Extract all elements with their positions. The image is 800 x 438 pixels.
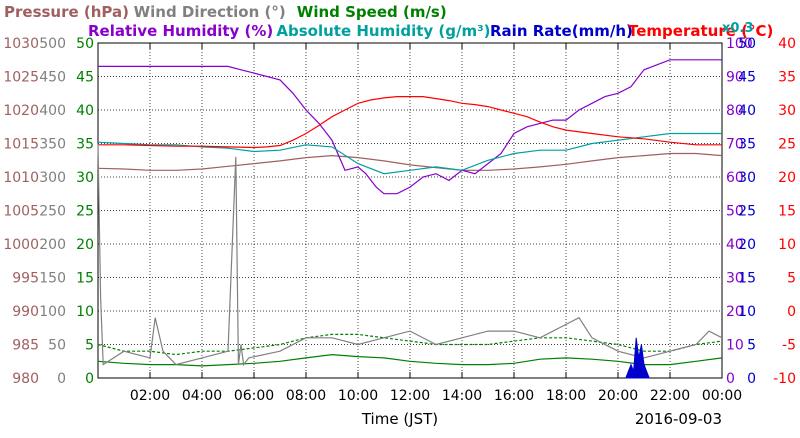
y-tick-label: 0 (747, 371, 756, 387)
y-tick-label: 30 (726, 271, 744, 287)
legend-entry: Relative Humidity (%) (88, 22, 273, 40)
y-tick-label: 25 (76, 204, 94, 220)
y-tick-label: 70 (726, 137, 744, 153)
x-axis-title: Time (JST) (361, 410, 438, 428)
legend-entry: Rain Rate(mm/h) (490, 22, 633, 40)
x-tick-label: 04:00 (182, 388, 222, 404)
y-tick-label: 40 (778, 36, 796, 52)
y-tick-label: 500 (39, 36, 66, 52)
y-tick-label: 30 (76, 170, 94, 186)
legend-entry: Temperature (°C) (628, 22, 773, 40)
legend-entry: Wind Direction (°) (134, 3, 286, 21)
y-tick-label: 1010 (3, 170, 39, 186)
y-tick-label: 250 (39, 204, 66, 220)
y-tick-label: 50 (738, 36, 756, 52)
y-tick-label: -5 (782, 338, 796, 354)
y-tick-label: 350 (39, 137, 66, 153)
legend-entry: Pressure (hPa) (4, 3, 129, 21)
y-tick-label: 45 (738, 70, 756, 86)
x-tick-label: 22:00 (650, 388, 690, 404)
y-tick-label: 200 (39, 237, 66, 253)
y-tick-label: -10 (773, 371, 796, 387)
y-tick-label: 15 (778, 204, 796, 220)
legend-entry: Wind Speed (m/s) (297, 3, 447, 21)
y-tick-label: 15 (76, 271, 94, 287)
y-tick-label: 50 (48, 338, 66, 354)
y-tick-label: 45 (76, 70, 94, 86)
y-tick-label: 10 (726, 338, 744, 354)
x-tick-label: 16:00 (494, 388, 534, 404)
y-tick-label: 0 (85, 371, 94, 387)
y-tick-label: 10 (76, 304, 94, 320)
y-tick-label: 20 (726, 304, 744, 320)
y-tick-label: 985 (12, 338, 39, 354)
x-tick-label: 14:00 (442, 388, 482, 404)
y-tick-label: 15 (738, 271, 756, 287)
series-line (97, 132, 722, 175)
x-tick-label: 08:00 (286, 388, 326, 404)
series-line (98, 59, 722, 195)
y-tick-label: 300 (39, 170, 66, 186)
y-tick-label: 1015 (3, 137, 39, 153)
y-tick-label: 990 (12, 304, 39, 320)
x-tick-label: 02:00 (130, 388, 170, 404)
y-tick-label: 10 (738, 304, 756, 320)
y-tick-label: 0 (726, 371, 735, 387)
x-tick-label: 00:00 (702, 388, 742, 404)
x-tick-label: 20:00 (598, 388, 638, 404)
y-tick-label: 450 (39, 70, 66, 86)
y-tick-label: 80 (726, 103, 744, 119)
y-tick-label: 90 (726, 70, 744, 86)
y-tick-label: 1025 (3, 70, 39, 86)
y-tick-label: 35 (778, 70, 796, 86)
y-tick-label: 400 (39, 103, 66, 119)
y-tick-label: 1020 (3, 103, 39, 119)
y-tick-label: 20 (76, 237, 94, 253)
rain-scale-note: x0.3 (722, 21, 753, 36)
x-tick-label: 06:00 (234, 388, 274, 404)
y-tick-label: 30 (738, 170, 756, 186)
y-tick-label: 35 (738, 137, 756, 153)
y-tick-label: 5 (747, 338, 756, 354)
y-tick-label: 40 (726, 237, 744, 253)
y-tick-label: 5 (85, 338, 94, 354)
y-tick-label: 50 (726, 204, 744, 220)
series-line (98, 96, 722, 149)
y-tick-label: 40 (76, 103, 94, 119)
y-tick-label: 100 (726, 36, 753, 52)
y-tick-label: 40 (738, 103, 756, 119)
x-tick-label: 10:00 (338, 388, 378, 404)
y-tick-label: 1000 (3, 237, 39, 253)
series-line (97, 152, 723, 171)
x-tick-label: 18:00 (546, 388, 586, 404)
y-tick-label: 25 (778, 137, 796, 153)
date-label: 2016-09-03 (635, 410, 722, 428)
y-tick-label: 1005 (3, 204, 39, 220)
x-tick-label: 12:00 (390, 388, 430, 404)
y-tick-label: 60 (726, 170, 744, 186)
y-tick-label: 980 (12, 371, 39, 387)
y-tick-label: 30 (778, 103, 796, 119)
y-tick-label: 50 (76, 36, 94, 52)
y-tick-label: 0 (57, 371, 66, 387)
y-tick-label: 5 (787, 271, 796, 287)
y-tick-label: 10 (778, 237, 796, 253)
series-line (97, 333, 723, 356)
y-tick-label: 35 (76, 137, 94, 153)
y-tick-label: 25 (738, 204, 756, 220)
y-tick-label: 0 (787, 304, 796, 320)
y-tick-label: 20 (778, 170, 796, 186)
rain-rate-area (625, 337, 650, 379)
series-line (97, 143, 723, 367)
series-line (97, 353, 723, 367)
y-tick-label: 1030 (3, 36, 39, 52)
y-tick-label: 20 (738, 237, 756, 253)
y-tick-label: 995 (12, 271, 39, 287)
y-tick-label: 150 (39, 271, 66, 287)
y-tick-label: 100 (39, 304, 66, 320)
legend-entry: Absolute Humidity (g/m³) (276, 22, 490, 40)
